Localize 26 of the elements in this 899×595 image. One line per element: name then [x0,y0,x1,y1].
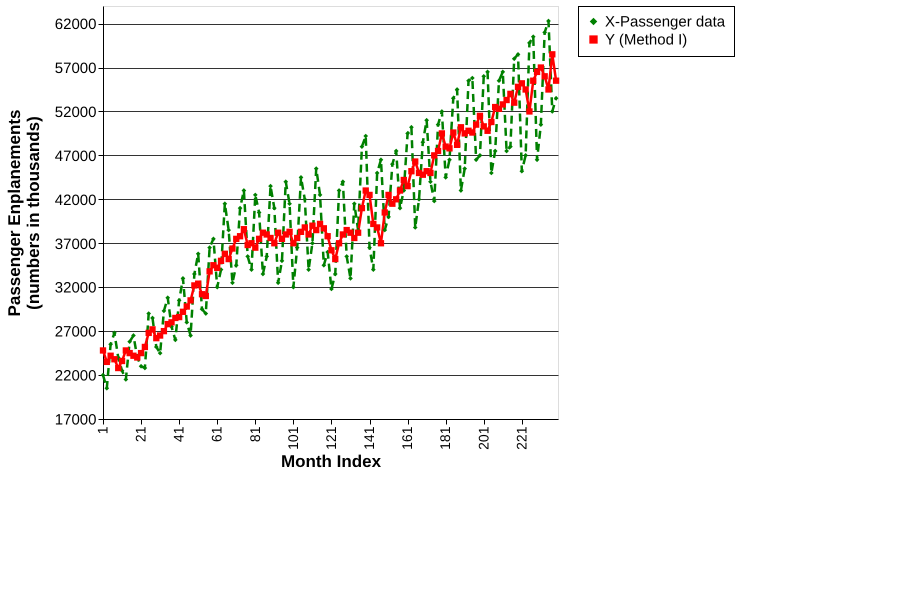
x-tick-label: 81 [246,426,263,442]
y-tick-label: 42000 [54,192,96,209]
y-tick-label: 57000 [54,60,96,78]
y-tick-label: 37000 [54,236,96,253]
x-axis-title: Month Index [280,452,382,471]
y-tick-label: 62000 [54,16,96,34]
y-tick-label: 27000 [54,324,96,341]
x-tick-label: 21 [132,426,149,442]
x-tick-label: 41 [170,426,187,442]
x-tick-label: 1 [94,426,110,434]
y-axis-title: Passenger Enplanements (numbers in thousands) [4,110,43,316]
x-tick-label: 201 [475,426,492,450]
legend-label: X-Passenger data [605,14,726,30]
x-tick-label: 121 [322,426,339,450]
legend-label: Y (Method I) [605,32,688,48]
x-tick-label: 101 [284,426,301,450]
x-tick-label: 221 [513,426,530,450]
y-tick-label: 52000 [54,104,96,121]
y-tick-label: 17000 [54,412,96,428]
x-tick-label: 141 [361,426,378,450]
y-tick-label: 32000 [54,280,96,297]
y-tick-label: 22000 [54,368,96,385]
y-tick-label: 47000 [54,148,96,165]
x-tick-label: 161 [399,426,416,450]
x-tick-label: 61 [208,426,225,442]
x-tick-label: 181 [437,426,454,450]
